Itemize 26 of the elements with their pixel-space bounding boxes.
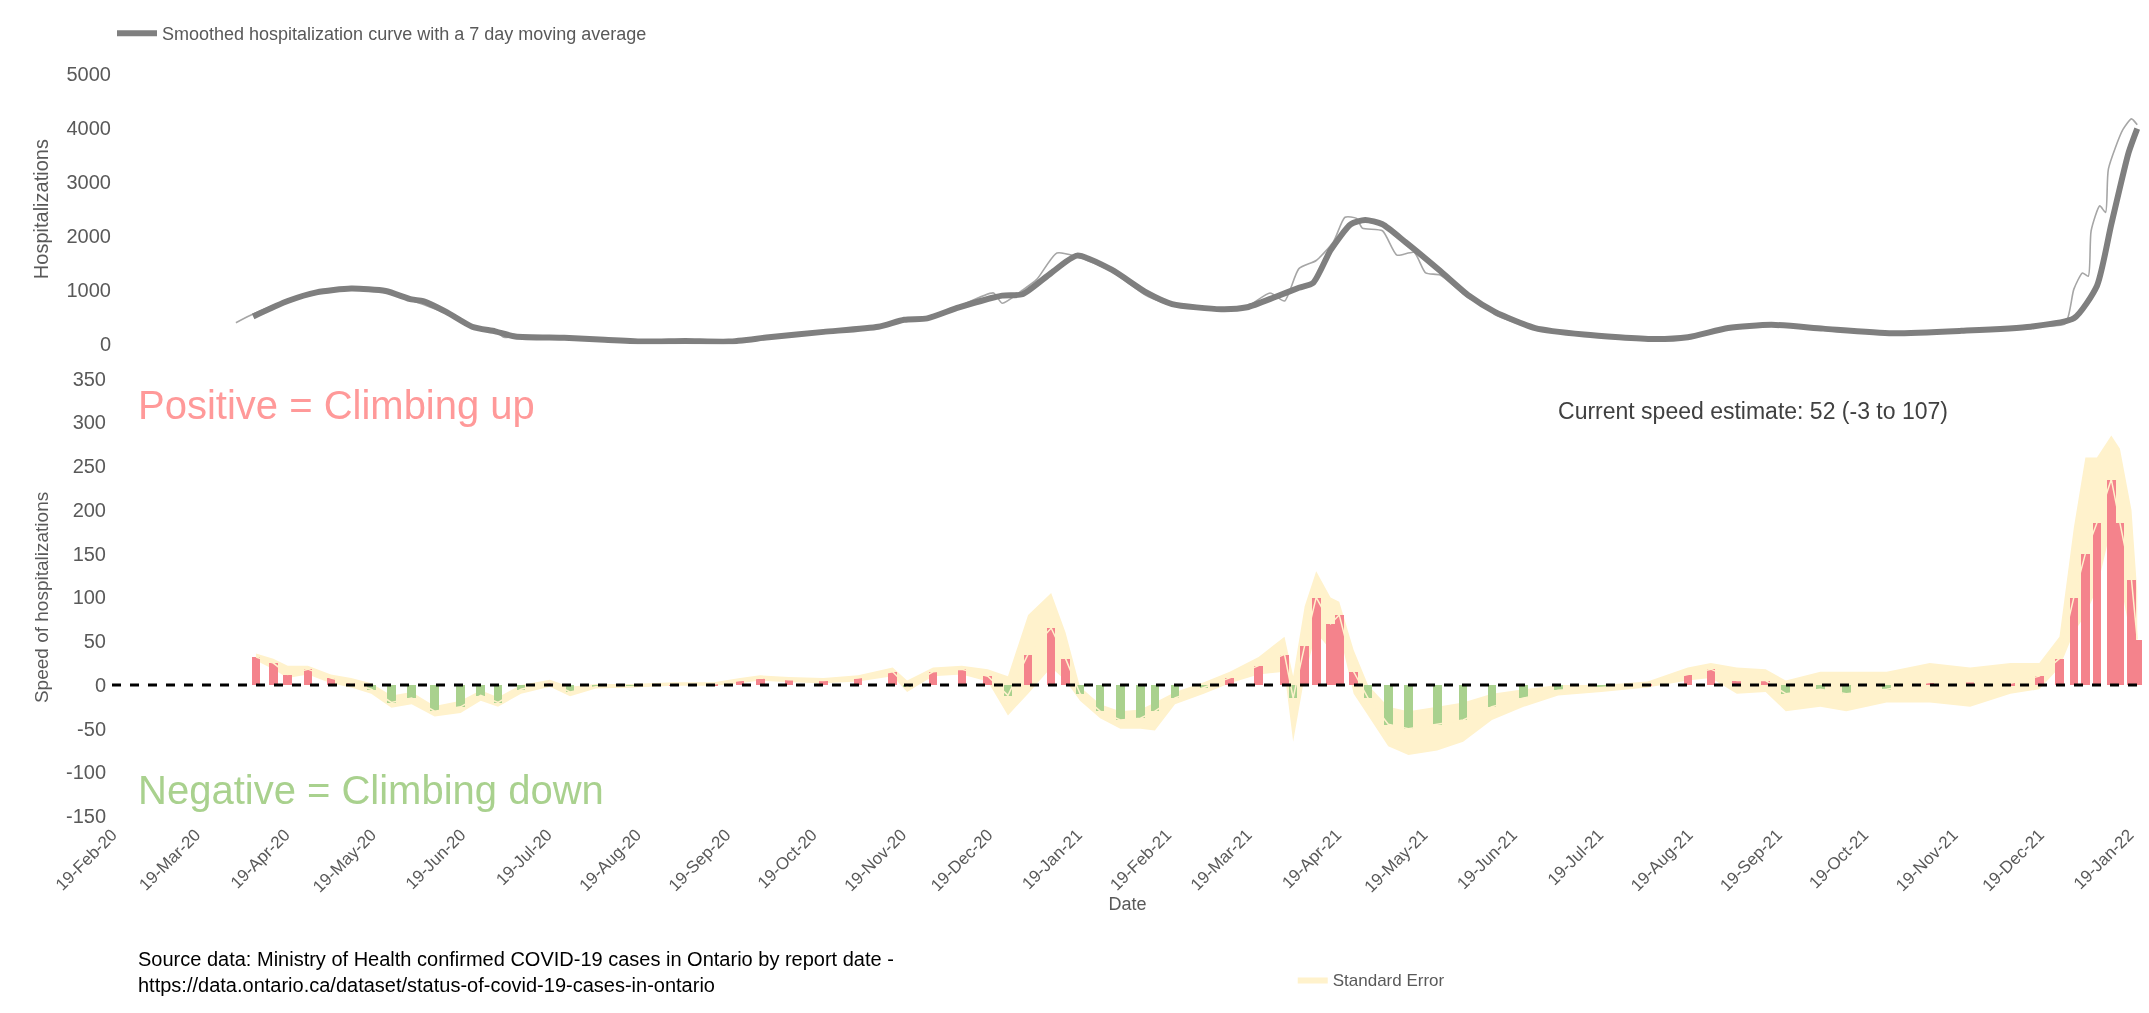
y-tick-label: 100 (72, 586, 106, 609)
annotation: Negative = Climbing down (138, 768, 604, 812)
y-tick-label: -150 (65, 805, 106, 828)
y-tick-label: 2000 (66, 225, 111, 248)
legend-label: Smoothed hospitalization curve with a 7 day moving average (162, 24, 647, 45)
source-note: Source data: Ministry of Health confirmed COVID-19 cases in Ontario by report date - https://data.ontario.ca/dataset/status-of-covid-19-cases-in-ontario (138, 948, 894, 996)
y-tick-label: 3000 (66, 171, 111, 194)
y-axis-title: Speed of hospitalizations (31, 491, 53, 704)
y-tick-label: 0 (99, 333, 111, 356)
y-axis-title: Hospitalizations (30, 139, 52, 280)
legend-label: Standard Error (1332, 971, 1445, 991)
y-tick-label: 150 (72, 542, 106, 565)
y-tick-label: 250 (72, 455, 106, 478)
y-tick-label: 350 (72, 367, 106, 390)
x-axis-title: Date (1108, 894, 1147, 915)
y-tick-label: 1000 (66, 279, 111, 302)
y-tick-label: 0 (94, 673, 106, 696)
y-tick-label: 5000 (66, 62, 111, 85)
annotation: Positive = Climbing up (138, 383, 535, 427)
y-tick-label: -100 (65, 761, 106, 784)
y-tick-label: 200 (72, 498, 106, 521)
annotation: Current speed estimate: 52 (-3 to 107) (1558, 398, 1948, 424)
y-tick-label: -50 (77, 717, 106, 740)
y-tick-label: 4000 (66, 117, 111, 140)
y-tick-label: 50 (83, 630, 106, 653)
y-tick-label: 300 (72, 411, 106, 434)
